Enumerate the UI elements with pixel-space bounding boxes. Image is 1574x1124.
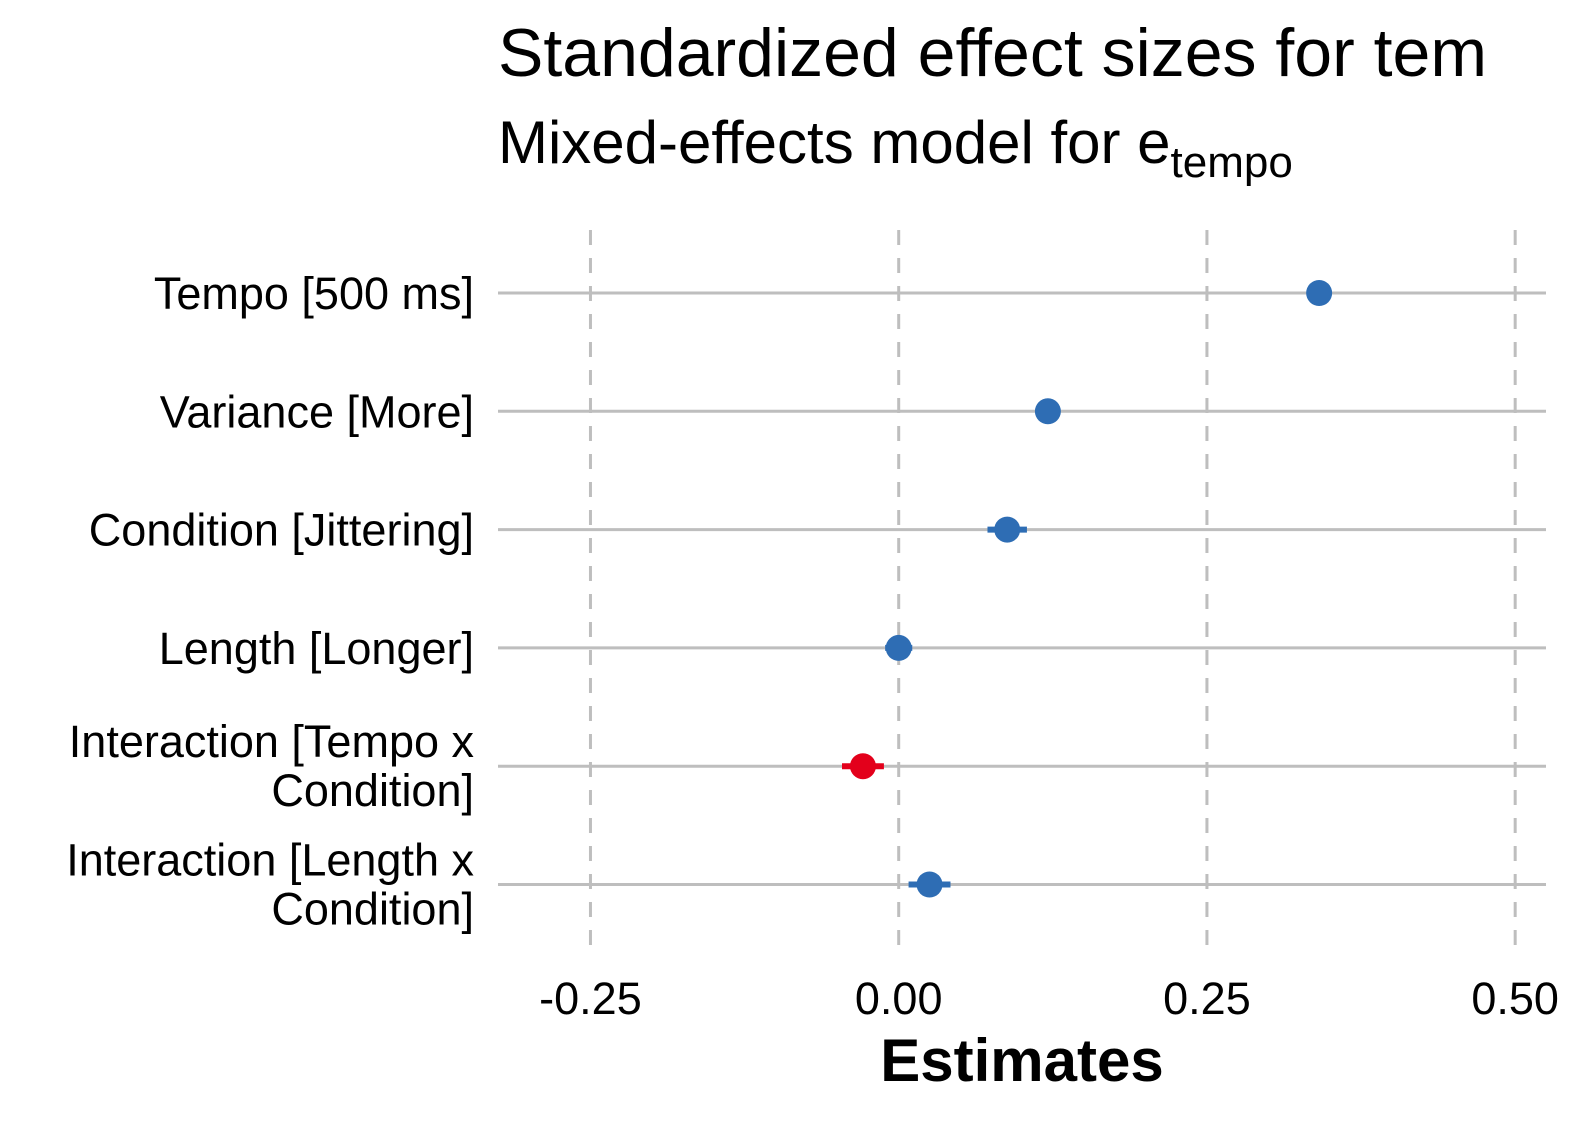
y-tick-label: Condition] bbox=[271, 884, 474, 935]
estimate-point bbox=[885, 634, 912, 661]
y-tick-label: Tempo [500 ms] bbox=[154, 268, 474, 319]
y-tick-label: Variance [More] bbox=[160, 386, 474, 437]
y-tick-label: Condition] bbox=[271, 765, 474, 816]
x-tick-label: 0.25 bbox=[1163, 973, 1251, 1024]
y-tick-label: Length [Longer] bbox=[159, 623, 474, 674]
estimate-point bbox=[849, 753, 876, 780]
y-tick-label: Interaction [Tempo x bbox=[69, 716, 475, 767]
chart-subtitle-main: Mixed-effects model for e bbox=[498, 109, 1171, 176]
x-tick-label: 0.00 bbox=[855, 973, 943, 1024]
x-axis-label: Estimates bbox=[880, 1027, 1163, 1094]
estimate-point bbox=[916, 871, 943, 898]
x-tick-label: -0.25 bbox=[539, 973, 642, 1024]
estimate-point bbox=[1306, 280, 1333, 306]
chart-subtitle-subscript: tempo bbox=[1171, 138, 1293, 187]
x-tick-label: 0.50 bbox=[1471, 973, 1559, 1024]
y-tick-label: Interaction [Length x bbox=[66, 835, 474, 886]
plot-area: -0.25 0.00 0.25 0.50 Tempo [500 ms] Variance … bbox=[66, 230, 1559, 1024]
chart-title: Standardized effect sizes for tem bbox=[498, 15, 1487, 91]
estimate-point bbox=[994, 516, 1021, 543]
estimate-point bbox=[1034, 398, 1061, 425]
chart-subtitle: Mixed-effects model for etempo bbox=[498, 109, 1293, 187]
y-tick-label: Condition [Jittering] bbox=[89, 505, 474, 556]
